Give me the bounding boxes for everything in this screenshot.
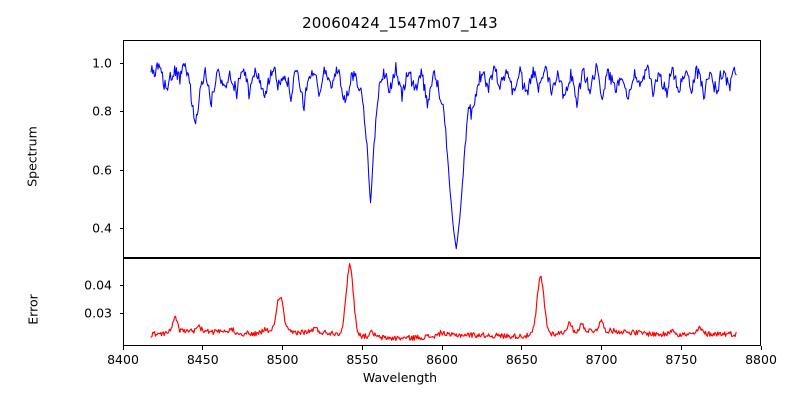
spectrum-ytick-mark [119, 111, 123, 113]
x-tick-label: 8400 [107, 352, 139, 367]
spectrum-ytick-label: 0.4 [92, 220, 112, 236]
error-series [124, 259, 760, 345]
x-tick-label: 8700 [585, 352, 618, 367]
spectrum-plot-area [123, 40, 761, 258]
spectrum-ytick-mark [119, 228, 123, 230]
x-tick-label: 8750 [665, 352, 698, 367]
x-tick-label: 8650 [505, 352, 538, 367]
x-tick-mark [601, 346, 603, 350]
x-tick-mark [521, 346, 523, 350]
spectrum-ytick-label: 0.8 [92, 103, 112, 119]
spectrum-ytick-mark [119, 170, 123, 172]
x-tick-mark [361, 346, 363, 350]
x-tick-mark [760, 346, 762, 350]
error-ytick-label: 0.03 [84, 305, 112, 321]
x-tick-label: 8500 [266, 352, 299, 367]
x-tick-label: 8800 [745, 352, 777, 367]
error-axis-label: Error [25, 294, 41, 325]
error-ytick-label: 0.04 [84, 277, 112, 293]
chart-title: 20060424_1547m07_143 [302, 14, 498, 32]
spectrum-series [124, 41, 760, 257]
spectrum-ytick-label: 1.0 [92, 55, 112, 71]
error-plot-area [123, 258, 761, 346]
x-tick-label: 8550 [346, 352, 379, 367]
x-tick-mark [122, 346, 124, 350]
x-axis-label: Wavelength [362, 370, 438, 385]
error-ytick-mark [119, 313, 123, 315]
spectrum-axis-label: Spectrum [24, 126, 40, 187]
spectrum-ytick-mark [119, 63, 123, 65]
x-tick-mark [202, 346, 204, 350]
x-tick-mark [680, 346, 682, 350]
x-tick-label: 8450 [186, 352, 219, 367]
spectrum-ytick-label: 0.6 [92, 162, 112, 178]
x-tick-mark [441, 346, 443, 350]
error-ytick-mark [119, 285, 123, 287]
x-tick-label: 8600 [426, 352, 458, 367]
x-tick-mark [282, 346, 284, 350]
